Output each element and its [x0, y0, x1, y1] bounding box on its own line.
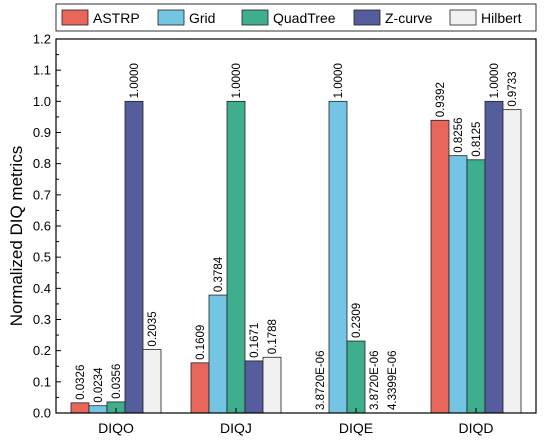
- y-tick-label: 0.3: [33, 312, 51, 327]
- bar-hilbert-diqo: [142, 349, 162, 414]
- bar-quadtree-diqj: [226, 100, 246, 414]
- y-tick-label: 1.0: [33, 94, 51, 109]
- bar-grid-diqo: [88, 405, 108, 414]
- legend-label: Grid: [189, 10, 215, 26]
- data-label: 0.2309: [351, 303, 363, 338]
- plot-frame: [55, 38, 537, 414]
- bars: 0.0326 0.0234 0.0356 1.0000 0.2035 0.1609 0.37…: [70, 63, 522, 414]
- data-label: 0.9392: [435, 82, 447, 117]
- y-tick-label: 0.6: [33, 219, 51, 234]
- bar-grid-diqj: [208, 294, 228, 414]
- bar-astrp-diqj: [190, 362, 210, 414]
- legend-swatch: [157, 9, 185, 26]
- y-tick-label: 0.7: [33, 187, 51, 202]
- data-label: 0.1609: [195, 325, 207, 360]
- data-label: 1.0000: [231, 63, 243, 98]
- data-label: 3.8720E-06: [315, 351, 327, 410]
- x-tick-label: DIQE: [339, 420, 373, 436]
- bar-quadtree-diqd: [466, 159, 486, 414]
- legend-label: Z-curve: [385, 10, 433, 26]
- y-tick-label: 0.4: [33, 281, 51, 296]
- y-tick-label: 0.0: [33, 406, 51, 421]
- data-label: 1.0000: [489, 63, 501, 98]
- bar-astrp-diqd: [430, 119, 450, 414]
- bar-grid-diqd: [448, 155, 468, 414]
- y-tick-label: 0.8: [33, 156, 51, 171]
- data-label: 0.1788: [267, 319, 279, 354]
- legend-label: Hilbert: [481, 10, 522, 26]
- legend-swatch: [353, 9, 381, 26]
- bar-grid-diqe: [328, 100, 348, 414]
- y-tick-label: 1.1: [33, 63, 51, 78]
- data-label: 0.0234: [93, 367, 105, 403]
- y-tick-label: 0.2: [33, 343, 51, 358]
- y-axis: 0.0 0.1 0.2 0.3 0.4 0.5 0.6 0.7 0.8 0.9 1.0 1.1 1.2: [33, 32, 61, 421]
- bar-z-curve-diqj: [244, 360, 264, 414]
- data-label: 3.8720E-06: [369, 351, 381, 410]
- y-tick-label: 0.9: [33, 125, 51, 140]
- data-label: 0.8125: [471, 122, 483, 157]
- bar-quadtree-diqe: [346, 340, 366, 414]
- data-label: 0.9733: [507, 71, 519, 106]
- y-tick-label: 0.1: [33, 374, 51, 389]
- bar-hilbert-diqj: [262, 356, 282, 414]
- legend-swatch: [241, 9, 269, 26]
- legend-label: QuadTree: [273, 10, 336, 26]
- x-tick-label: DIQJ: [220, 420, 252, 436]
- data-label: 1.0000: [129, 63, 141, 98]
- y-tick-label: 1.2: [33, 32, 51, 47]
- bar-z-curve-diqd: [484, 100, 504, 414]
- legend-swatch: [61, 9, 89, 26]
- data-label: 0.3784: [213, 256, 225, 292]
- legend-label: ASTRP: [93, 10, 140, 26]
- data-label: 0.2035: [147, 311, 159, 346]
- bar-astrp-diqo: [70, 402, 90, 414]
- y-tick-label: 0.5: [33, 250, 51, 265]
- data-label: 0.1671: [249, 323, 261, 358]
- data-label: 4.3399E-06: [387, 351, 399, 410]
- data-label: 0.0326: [75, 365, 87, 400]
- y-axis-label: Normalized DIQ metrics: [7, 146, 26, 326]
- legend-swatch: [449, 9, 477, 26]
- data-label: 0.0356: [111, 364, 123, 399]
- data-label: 1.0000: [333, 63, 345, 98]
- x-axis: DIQO DIQJ DIQE DIQD: [98, 408, 494, 436]
- x-tick-label: DIQD: [459, 420, 494, 436]
- bar-hilbert-diqd: [502, 109, 522, 414]
- x-tick-label: DIQO: [98, 420, 134, 436]
- data-label: 0.8256: [453, 118, 465, 153]
- bar-z-curve-diqo: [124, 100, 144, 414]
- legend: ASTRP Grid QuadTree Z-curve Hilbert: [55, 3, 537, 32]
